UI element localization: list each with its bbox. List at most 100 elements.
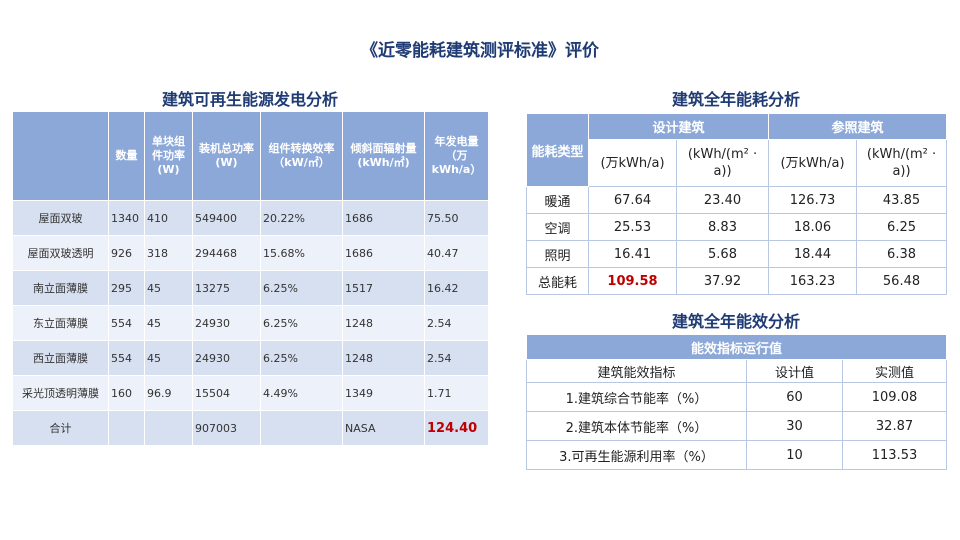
table-cell: 1.建筑综合节能率（%） (526, 382, 747, 412)
table-cell: 15.68% (260, 235, 343, 271)
table-row: 暖通 67.64 23.40 126.73 43.85 (526, 186, 948, 214)
table-row: 空调 25.53 8.83 18.06 6.25 (526, 213, 948, 241)
unit-cell: (万kWh/a) (588, 139, 677, 187)
table-cell: 1.71 (424, 375, 489, 411)
table-cell: 2.54 (424, 305, 489, 341)
table-cell: NASA (342, 410, 425, 446)
table-cell: 6.25% (260, 270, 343, 306)
pv-generation-table: 数量 单块组件功率(W) 装机总功率(W) 组件转换效率（kW/㎡） 倾斜面辐射… (12, 111, 489, 446)
table-cell: 4.49% (260, 375, 343, 411)
table-cell: 空调 (526, 213, 589, 241)
header-cell: 年发电量（万kWh/a） (424, 111, 489, 201)
efficiency-analysis-heading: 建筑全年能效分析 (671, 312, 800, 331)
table-cell: 75.50 (424, 200, 489, 236)
header-cell: 建筑能效指标 (526, 359, 747, 383)
table-cell: 25.53 (588, 213, 677, 241)
table-row: 采光顶透明薄膜 160 96.9 15504 4.49% 1349 1.71 (12, 375, 489, 411)
table-cell: 24930 (192, 305, 261, 341)
total-row: 合计 907003 NASA 124.40 (12, 410, 489, 446)
table-cell: 60 (746, 382, 843, 412)
table-cell: 24930 (192, 340, 261, 376)
header-cell: 实测值 (841, 359, 948, 383)
table-cell: 554 (108, 305, 145, 341)
table-cell: 23.40 (675, 186, 770, 214)
table-cell: 8.83 (675, 213, 770, 241)
table-cell: 40.47 (424, 235, 489, 271)
table-cell: 16.42 (424, 270, 489, 306)
table-cell: 109.08 (841, 382, 948, 412)
table-cell: 96.9 (144, 375, 193, 411)
table-cell: 37.92 (675, 267, 770, 295)
table-row: 东立面薄膜 554 45 24930 6.25% 1248 2.54 (12, 305, 489, 341)
table-cell: 东立面薄膜 (12, 305, 109, 341)
table-cell: 暖通 (526, 186, 589, 214)
efficiency-table: 能效指标运行值 建筑能效指标 设计值 实测值 1.建筑综合节能率（%） 60 1… (525, 334, 948, 470)
header-cell: 数量 (108, 111, 145, 201)
table-cell: 15504 (192, 375, 261, 411)
table-cell (260, 410, 343, 446)
table-header-row: 能耗类型 设计建筑 参照建筑 (526, 113, 948, 187)
unit-cell: (kWh/(m² · a)) (856, 139, 948, 187)
table-cell: 926 (108, 235, 145, 271)
table-cell: 10 (746, 440, 843, 470)
table-row: 屋面双玻 1340 410 549400 20.22% 1686 75.50 (12, 200, 489, 236)
table-cell: 126.73 (768, 186, 858, 214)
table-header-row: 数量 单块组件功率(W) 装机总功率(W) 组件转换效率（kW/㎡） 倾斜面辐射… (12, 111, 489, 201)
group-header: 能效指标运行值 (525, 334, 948, 360)
table-cell: 56.48 (856, 267, 948, 295)
table-header-row: 能效指标运行值 (525, 334, 948, 360)
table-cell: 13275 (192, 270, 261, 306)
category-header: 能耗类型 (526, 113, 589, 187)
table-cell: 163.23 (768, 267, 858, 295)
unit-cell: (kWh/(m² · a)) (675, 139, 770, 187)
pv-analysis-heading: 建筑可再生能源发电分析 (161, 90, 338, 109)
table-cell: 295 (108, 270, 145, 306)
table-cell: 1686 (342, 235, 425, 271)
header-cell: 组件转换效率（kW/㎡） (260, 111, 343, 201)
table-cell: 45 (144, 305, 193, 341)
total-energy-value: 109.58 (588, 267, 677, 295)
table-cell: 20.22% (260, 200, 343, 236)
table-cell: 6.25 (856, 213, 948, 241)
table-cell: 410 (144, 200, 193, 236)
header-cell: 设计值 (746, 359, 843, 383)
table-row: 照明 16.41 5.68 18.44 6.38 (526, 240, 948, 268)
header-cell (12, 111, 109, 201)
table-cell: 1349 (342, 375, 425, 411)
table-cell: 1340 (108, 200, 145, 236)
table-cell: 屋面双玻 (12, 200, 109, 236)
table-cell: 2.54 (424, 340, 489, 376)
table-cell: 6.25% (260, 305, 343, 341)
page-title: 《近零能耗建筑测评标准》评价 (361, 41, 599, 61)
header-cell: 装机总功率(W) (192, 111, 261, 201)
table-cell: 屋面双玻透明 (12, 235, 109, 271)
table-cell: 43.85 (856, 186, 948, 214)
unit-cell: (万kWh/a) (768, 139, 858, 187)
table-cell: 1686 (342, 200, 425, 236)
table-row: 屋面双玻透明 926 318 294468 15.68% 1686 40.47 (12, 235, 489, 271)
table-cell: 554 (108, 340, 145, 376)
table-row: 1.建筑综合节能率（%） 60 109.08 (526, 382, 948, 412)
table-cell: 合计 (12, 410, 109, 446)
table-cell: 3.可再生能源利用率（%） (526, 440, 747, 470)
table-cell: 67.64 (588, 186, 677, 214)
table-cell: 45 (144, 340, 193, 376)
table-cell: 907003 (192, 410, 261, 446)
design-building-header: 设计建筑 (587, 113, 770, 140)
table-cell: 1517 (342, 270, 425, 306)
table-cell: 160 (108, 375, 145, 411)
table-cell: 1248 (342, 305, 425, 341)
table-cell: 45 (144, 270, 193, 306)
table-row: 西立面薄膜 554 45 24930 6.25% 1248 2.54 (12, 340, 489, 376)
energy-consumption-table: 能耗类型 设计建筑 参照建筑 (万kWh/a) (kWh/(m² · a)) (… (526, 113, 948, 295)
table-cell: 照明 (526, 240, 589, 268)
table-cell: 2.建筑本体节能率（%） (526, 411, 747, 441)
table-cell: 采光顶透明薄膜 (12, 375, 109, 411)
column-header-row: 建筑能效指标 设计值 实测值 (526, 359, 948, 383)
table-row: 3.可再生能源利用率（%） 10 113.53 (526, 440, 948, 470)
table-row: 2.建筑本体节能率（%） 30 32.87 (526, 411, 948, 441)
energy-analysis-heading: 建筑全年能耗分析 (671, 90, 800, 109)
header-cell: 倾斜面辐射量(kWh/㎡) (342, 111, 425, 201)
table-cell: 16.41 (588, 240, 677, 268)
table-cell: 18.44 (768, 240, 858, 268)
